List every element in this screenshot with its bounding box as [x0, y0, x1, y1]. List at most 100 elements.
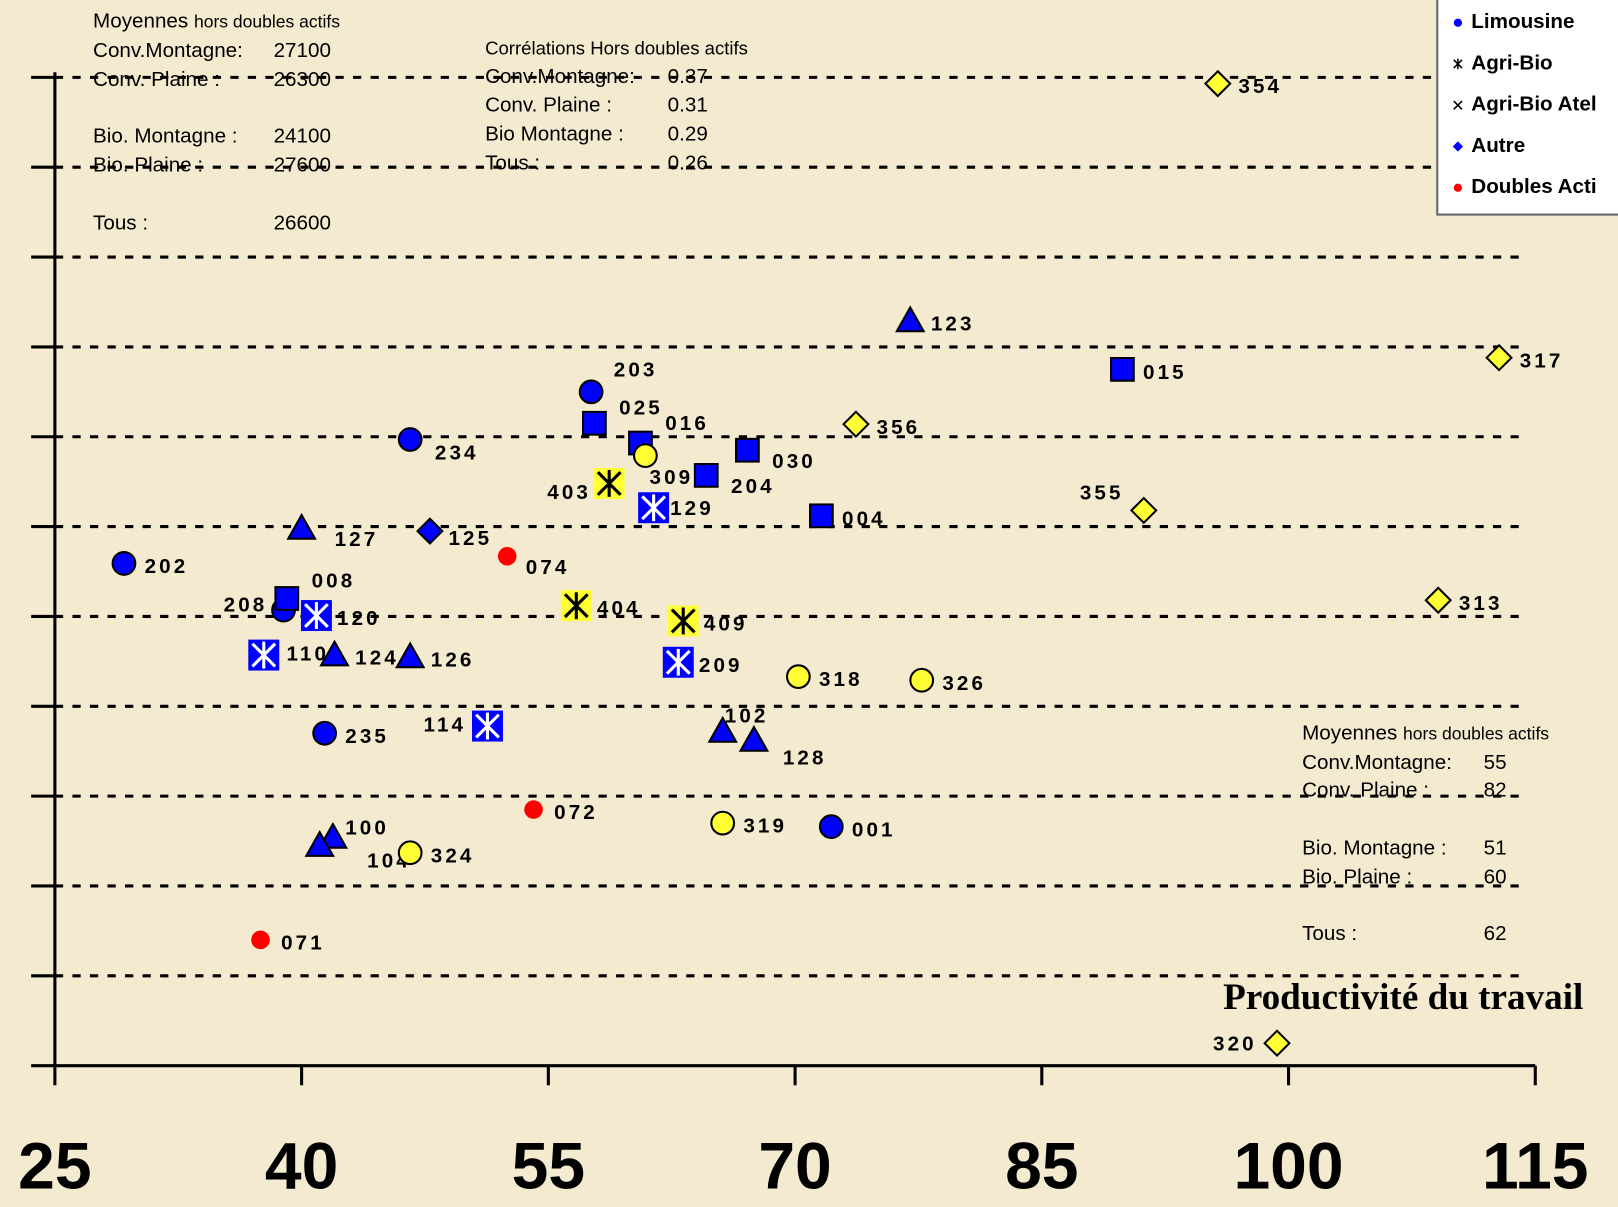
point-label: 356 [877, 416, 921, 439]
point-label: 318 [819, 668, 863, 691]
point-label: 319 [743, 815, 787, 838]
marker [785, 664, 811, 690]
point [319, 639, 350, 667]
point [397, 840, 423, 866]
marker [578, 379, 604, 405]
annotation-value: 55 [1484, 751, 1507, 774]
annotation-label: Bio. Montagne : [93, 125, 237, 148]
x-tick-label: 55 [512, 1128, 585, 1202]
point [300, 600, 332, 632]
annotation-title-main: Corrélations Hors doubles actifs [485, 37, 748, 58]
marker-lines [475, 712, 500, 740]
x-tick-label: 40 [265, 1128, 338, 1202]
legend-label: Limousine [1471, 10, 1574, 33]
point-label: 203 [614, 359, 658, 382]
marker [319, 639, 350, 667]
point [842, 410, 870, 439]
annotation-value: 26600 [274, 211, 331, 234]
point-label: 355 [1080, 481, 1124, 504]
marker [1424, 586, 1453, 615]
annotation-value: 27100 [274, 39, 331, 62]
annotation-label: Conv. Plaine : [485, 94, 612, 117]
point [633, 443, 658, 468]
annotation-value: 0.26 [668, 151, 708, 174]
annotation-label: Conv.Montagne: [93, 39, 243, 62]
marker-lines [563, 592, 589, 620]
annotation-value: 51 [1484, 836, 1507, 859]
point-label: 015 [1143, 361, 1187, 384]
annotation-title: Moyennes hors doubles actifs [1302, 722, 1549, 745]
legend-marker [1453, 100, 1463, 110]
marker [286, 512, 317, 540]
point-label: 309 [650, 466, 694, 489]
x-tick-label: 70 [758, 1128, 831, 1202]
marker [1263, 1029, 1291, 1058]
marker [895, 305, 926, 333]
point-label: 208 [224, 593, 268, 616]
point [638, 492, 670, 524]
point [397, 427, 423, 452]
point-label: 320 [1213, 1033, 1257, 1056]
marker [312, 720, 338, 746]
point [785, 664, 811, 690]
point [304, 830, 335, 857]
point [472, 710, 503, 742]
point [707, 715, 738, 743]
annotation-value: 60 [1484, 865, 1507, 888]
x-axis-label: Productivité du travail [1223, 977, 1583, 1018]
marker-lines [670, 607, 696, 635]
point [909, 667, 935, 693]
point [1203, 69, 1232, 98]
point-label: 129 [670, 497, 714, 520]
point-label: 202 [145, 555, 189, 578]
point-label: 030 [772, 450, 816, 473]
point-label: 025 [619, 396, 663, 419]
legend-marker [1453, 183, 1463, 192]
annotation-value: 82 [1484, 779, 1507, 802]
marker [1485, 343, 1513, 372]
annotation-label: Tous : [93, 211, 148, 234]
point-label: 209 [699, 654, 743, 677]
marker [394, 641, 426, 669]
point [248, 639, 280, 671]
legend-label: Autre [1471, 134, 1525, 157]
point [312, 720, 338, 746]
annotation-label: Conv. Plaine : [1302, 779, 1429, 802]
point [1129, 496, 1158, 525]
point-label: 120 [337, 607, 381, 630]
point [1424, 586, 1453, 615]
point [578, 379, 604, 405]
marker [111, 551, 137, 576]
legend-box [1436, 0, 1618, 216]
annotation-title: Corrélations Hors doubles actifs [485, 37, 748, 58]
point [1485, 343, 1513, 372]
annotation-label: Bio. Plaine : [1302, 865, 1412, 888]
point [895, 305, 926, 333]
annotation-label: Conv. Plaine : [93, 68, 220, 91]
point [286, 512, 317, 540]
point [693, 463, 719, 488]
marker [274, 586, 300, 611]
point [274, 586, 300, 611]
marker-lines [665, 648, 691, 676]
annotation-subtitle: hors doubles actifs [194, 11, 340, 31]
legend-marker [1453, 18, 1463, 27]
point-label: 126 [431, 648, 475, 671]
annotation-value: 62 [1484, 922, 1507, 945]
point [524, 800, 543, 819]
point-label: 125 [448, 527, 492, 550]
point-label: 403 [547, 481, 591, 504]
point [809, 503, 834, 529]
point [582, 410, 607, 436]
marker [909, 667, 935, 693]
point-label: 409 [704, 613, 748, 636]
annotation-value: 0.37 [668, 65, 708, 88]
point-label: 234 [435, 441, 479, 464]
point [394, 641, 426, 669]
point [818, 814, 844, 840]
point-label: 204 [731, 475, 775, 498]
point-label: 102 [725, 704, 769, 727]
annotation-value: 26300 [274, 68, 331, 91]
marker [738, 724, 770, 752]
